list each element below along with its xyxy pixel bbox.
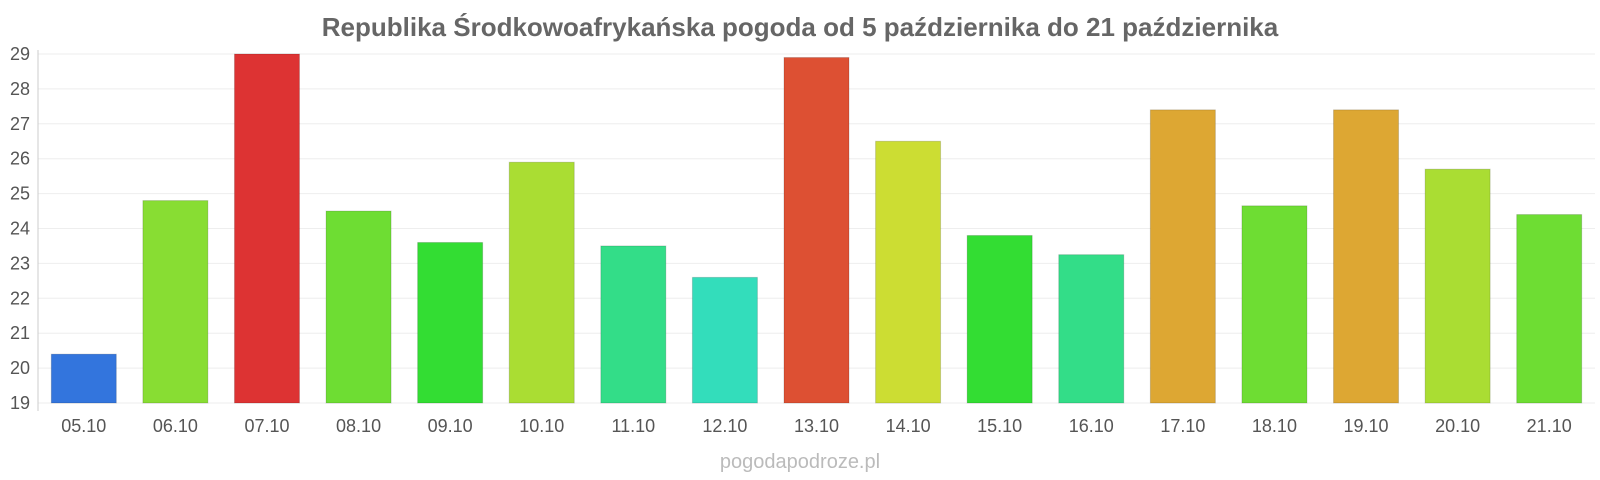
y-tick-label: 25 [10, 184, 30, 204]
y-tick-label: 23 [10, 253, 30, 273]
bar-15.10 [966, 234, 1033, 404]
y-tick-label: 28 [10, 79, 30, 99]
y-tick-label: 27 [10, 114, 30, 134]
bar-13.10 [783, 56, 850, 404]
bar-05.10 [50, 353, 117, 404]
y-tick-label: 19 [10, 393, 30, 413]
x-tick-label: 20.10 [1435, 416, 1480, 436]
x-tick-label: 09.10 [428, 416, 473, 436]
bar-10.10 [508, 161, 575, 404]
x-tick-label: 16.10 [1069, 416, 1114, 436]
y-tick-label: 26 [10, 149, 30, 169]
bar-07.10 [233, 53, 300, 404]
x-tick-label: 19.10 [1344, 416, 1389, 436]
bars [50, 53, 1583, 404]
bar-08.10 [325, 210, 392, 404]
x-tick-label: 06.10 [153, 416, 198, 436]
x-tick-label: 11.10 [611, 416, 655, 436]
bar-21.10 [1516, 214, 1583, 404]
x-tick-label: 13.10 [794, 416, 839, 436]
bar-09.10 [417, 241, 484, 404]
bar-14.10 [875, 140, 942, 404]
bar-12.10 [691, 276, 758, 404]
y-tick-label: 22 [10, 288, 30, 308]
x-tick-label: 05.10 [61, 416, 106, 436]
bar-17.10 [1149, 109, 1216, 404]
bar-16.10 [1058, 254, 1125, 404]
chart-title: Republika Środkowoafrykańska pogoda od 5… [322, 12, 1279, 42]
x-tick-label: 15.10 [977, 416, 1022, 436]
x-tick-label: 12.10 [702, 416, 747, 436]
bar-11.10 [600, 245, 667, 404]
y-tick-label: 24 [10, 219, 30, 239]
bar-06.10 [142, 200, 209, 404]
bar-19.10 [1333, 109, 1400, 404]
x-axis-ticks: 05.10 06.10 07.10 08.10 09.10 10.10 11.10 12.10… [61, 416, 1571, 436]
x-tick-label: 14.10 [886, 416, 931, 436]
x-tick-label: 21.10 [1527, 416, 1572, 436]
x-tick-label: 18.10 [1252, 416, 1297, 436]
bar-18.10 [1241, 205, 1308, 404]
x-tick-label: 08.10 [336, 416, 381, 436]
y-tick-label: 29 [10, 44, 30, 64]
x-tick-label: 17.10 [1160, 416, 1205, 436]
y-tick-label: 20 [10, 358, 30, 378]
y-tick-label: 21 [10, 323, 30, 343]
x-tick-label: 07.10 [244, 416, 289, 436]
bar-20.10 [1424, 168, 1491, 404]
watermark: pogodapodroze.pl [720, 451, 880, 473]
x-tick-label: 10.10 [519, 416, 564, 436]
y-axis-ticks: 19 20 21 22 23 24 25 26 27 28 29 [10, 44, 30, 413]
